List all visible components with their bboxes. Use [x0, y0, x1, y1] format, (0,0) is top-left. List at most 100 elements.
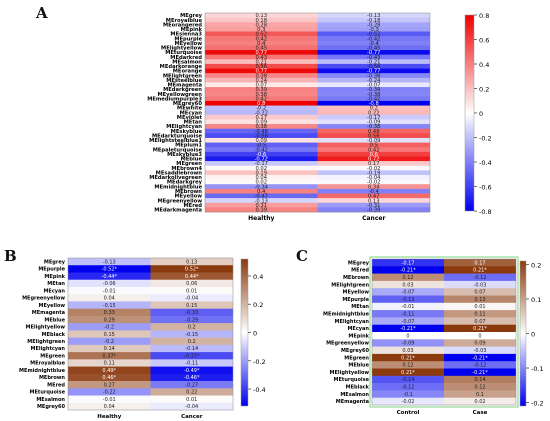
cell-value-label: 0.2	[188, 325, 196, 331]
column-label: Cancer	[362, 215, 385, 222]
heatmap-cell	[317, 198, 430, 204]
heatmap-cell	[205, 36, 318, 42]
heatmap-cell	[317, 13, 430, 18]
heatmap-cell	[317, 188, 430, 194]
colorbar-tick-label: 0.2	[253, 301, 263, 309]
cell-value-label: -0.13	[402, 297, 415, 303]
cell-value-label: -0.04	[185, 296, 198, 302]
cell-value-label: 0.03	[402, 348, 413, 354]
cell-value-label: -0.24	[367, 78, 381, 84]
cell-value-label: 0.43	[255, 55, 267, 61]
heatmap-cell	[444, 295, 516, 304]
heatmap-cell	[150, 337, 233, 346]
heatmap-cell	[68, 323, 151, 331]
heatmap-cell	[444, 280, 516, 289]
heatmap-frame	[369, 256, 519, 408]
heatmap-cell	[150, 381, 233, 389]
row-label: MEsalmon	[172, 59, 202, 65]
heatmap-cell	[317, 128, 430, 134]
row-label: MEviolet	[177, 115, 203, 121]
heatmap-cell	[205, 17, 318, 23]
row-label: MEwhite	[177, 106, 202, 112]
colorbar-tick-label: 0.6	[479, 37, 489, 45]
heatmap-cell	[317, 133, 430, 139]
cell-value-label: 0.04	[104, 296, 115, 302]
cell-value-label: 0.38	[255, 92, 267, 98]
row-label: MEdarkturquoise	[152, 133, 202, 139]
cell-value-label: 0.03	[402, 282, 413, 288]
cell-value-label: -0.2	[104, 325, 114, 331]
cell-value-label: 0.33	[104, 310, 115, 316]
cell-value-label: -0.17	[367, 115, 380, 121]
heatmap-cell	[205, 124, 318, 129]
row-label: MEgrey	[180, 13, 202, 19]
cell-value-label: -0.06	[103, 281, 116, 287]
cell-value-label: -0.72	[255, 157, 268, 163]
cell-value-label: -0.09	[367, 138, 380, 144]
cell-value-label: -0.42	[367, 96, 380, 102]
heatmap-cell	[205, 13, 318, 18]
row-label: MEbrown4	[171, 166, 202, 172]
row-label: MElightsteelblue1	[149, 138, 202, 144]
row-label: MEsienna3	[170, 32, 202, 38]
cell-value-label: -0.4	[369, 41, 380, 47]
heatmap-cell	[317, 26, 430, 32]
heatmap-cell	[317, 202, 430, 208]
cell-value-label: 0.39	[255, 87, 267, 93]
row-label: MEsaddlebrown	[156, 170, 203, 176]
panel-label-a: A	[36, 4, 48, 22]
heatmap-cell	[150, 323, 233, 331]
cell-value-label: 0.56	[368, 133, 380, 139]
cell-value-label: -0.15	[185, 332, 198, 338]
cell-value-label: -0.5	[256, 143, 266, 149]
cell-value-label: -0.49*	[184, 368, 200, 374]
heatmap-cell	[205, 82, 318, 88]
row-label: MEblue	[348, 363, 369, 369]
cell-value-label: 0.11	[104, 361, 115, 367]
cell-value-label: -0.31	[367, 203, 380, 209]
row-label: MEdarkgrey	[167, 180, 203, 186]
row-label: MEmidnightblue	[323, 312, 370, 318]
row-label: MElightyellow	[330, 370, 370, 376]
cell-value-label: -0.17	[255, 161, 268, 167]
heatmap-cell	[205, 68, 318, 74]
heatmap-cell	[317, 147, 430, 153]
cell-value-label: 0.14	[474, 377, 485, 383]
cell-value-label: 0.01	[186, 288, 197, 294]
heatmap-cell	[372, 280, 444, 289]
cell-value-label: 0.09	[255, 138, 267, 144]
row-label: MEred	[184, 203, 203, 209]
colorbar-tick-label: -0.2	[253, 358, 266, 366]
column-label: Control	[397, 410, 420, 416]
row-label: MEpaleturquoise	[153, 147, 203, 153]
heatmap-cell	[150, 265, 233, 273]
heatmap-cell	[317, 36, 430, 42]
heatmap-cell	[444, 273, 516, 282]
heatmap-cell	[317, 156, 430, 162]
heatmap-cell	[68, 272, 151, 281]
cell-value-label: 0.19	[255, 170, 267, 176]
row-label: MEorange	[173, 69, 203, 75]
cell-value-label: -0.29	[185, 317, 198, 323]
cell-value-label: -0.02	[402, 399, 415, 405]
cell-value-label: -0.44*	[102, 274, 118, 280]
heatmap-cell	[68, 258, 151, 266]
heatmap-cell	[372, 332, 444, 340]
heatmap-cell	[205, 128, 318, 134]
cell-value-label: -0.21*	[400, 268, 416, 274]
row-label: MEplum1	[175, 143, 202, 149]
cell-value-label: -0.52	[367, 32, 380, 38]
heatmap-cell	[372, 339, 444, 347]
cell-value-label: 0.3	[257, 27, 265, 33]
cell-value-label: 0.09	[474, 341, 485, 347]
cell-value-label: -0.09	[402, 341, 415, 347]
row-label: MEgreenyellow	[326, 341, 369, 347]
heatmap-cell	[444, 383, 516, 391]
cell-value-label: 0.52	[255, 32, 267, 38]
row-label: MEmagenta	[32, 310, 65, 316]
heatmap-cell	[205, 156, 318, 162]
heatmap-cell	[205, 63, 318, 69]
cell-value-label: -0.56	[367, 64, 380, 70]
heatmap-cell	[317, 174, 430, 180]
row-label: MEmidnightblue	[19, 368, 66, 374]
